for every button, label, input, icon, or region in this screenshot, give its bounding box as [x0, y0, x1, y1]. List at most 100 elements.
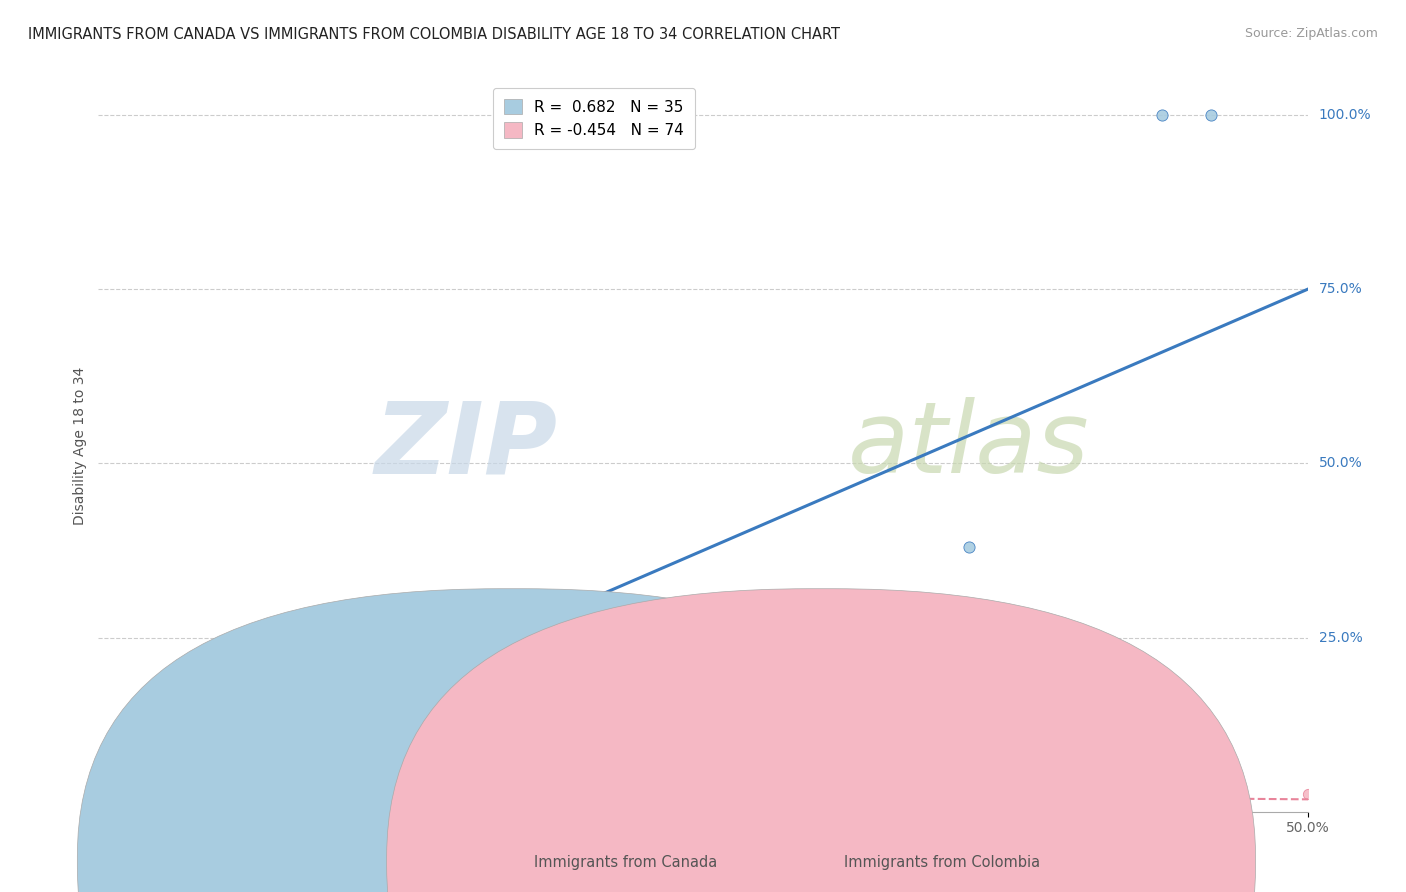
Point	[1199, 784, 1222, 798]
Point	[141, 784, 163, 798]
Point	[389, 780, 412, 795]
Point	[155, 784, 177, 798]
Point	[269, 651, 291, 665]
Point	[194, 777, 217, 791]
Point	[353, 777, 375, 791]
Point	[716, 780, 738, 795]
Point	[1296, 787, 1319, 801]
Text: 50.0%: 50.0%	[1319, 457, 1362, 470]
Point	[221, 669, 243, 683]
Point	[145, 714, 167, 728]
Point	[256, 784, 278, 798]
Point	[94, 784, 117, 798]
Point	[143, 787, 166, 801]
Point	[1199, 108, 1222, 122]
Point	[716, 631, 738, 645]
Point	[245, 777, 267, 791]
Point	[1102, 735, 1125, 749]
Point	[141, 739, 163, 753]
Point	[366, 784, 388, 798]
Point	[607, 616, 630, 631]
Point	[329, 780, 352, 795]
Point	[134, 780, 156, 795]
Point	[292, 777, 315, 791]
Point	[184, 704, 207, 718]
Point	[121, 756, 143, 770]
Point	[201, 787, 224, 801]
Text: 75.0%: 75.0%	[1319, 282, 1362, 296]
Point	[1007, 780, 1029, 795]
Point	[281, 780, 304, 795]
Point	[353, 631, 375, 645]
Point	[547, 624, 569, 638]
Point	[377, 787, 399, 801]
Text: Immigrants from Canada: Immigrants from Canada	[534, 855, 717, 870]
Point	[619, 784, 641, 798]
Point	[292, 655, 315, 669]
Point	[117, 735, 139, 749]
Point	[813, 784, 835, 798]
Text: atlas: atlas	[848, 398, 1090, 494]
Point	[228, 787, 250, 801]
Point	[1393, 780, 1406, 795]
Point	[765, 777, 787, 791]
Point	[212, 777, 235, 791]
Point	[174, 693, 197, 707]
Point	[402, 777, 425, 791]
Point	[157, 787, 180, 801]
Point	[104, 780, 127, 795]
Y-axis label: Disability Age 18 to 34: Disability Age 18 to 34	[73, 367, 87, 525]
Point	[107, 784, 129, 798]
Point	[127, 784, 149, 798]
Point	[813, 624, 835, 638]
Point	[100, 787, 122, 801]
Point	[198, 784, 221, 798]
Text: Immigrants from Colombia: Immigrants from Colombia	[844, 855, 1039, 870]
Point	[1152, 108, 1174, 122]
Point	[957, 540, 980, 554]
Point	[177, 780, 200, 795]
Point	[121, 777, 143, 791]
Point	[172, 787, 194, 801]
Point	[389, 624, 412, 638]
Point	[204, 682, 226, 697]
Point	[155, 721, 177, 735]
Point	[1031, 742, 1053, 756]
Point	[101, 770, 124, 784]
Point	[114, 787, 136, 801]
Point	[269, 787, 291, 801]
Text: IMMIGRANTS FROM CANADA VS IMMIGRANTS FROM COLOMBIA DISABILITY AGE 18 TO 34 CORRE: IMMIGRANTS FROM CANADA VS IMMIGRANTS FRO…	[28, 27, 841, 42]
Point	[165, 777, 187, 791]
Point	[128, 787, 150, 801]
Point	[150, 777, 173, 791]
Point	[184, 784, 207, 798]
Text: Source: ZipAtlas.com: Source: ZipAtlas.com	[1244, 27, 1378, 40]
Point	[97, 790, 120, 805]
Point	[316, 787, 339, 801]
Point	[860, 616, 883, 631]
Point	[305, 784, 328, 798]
Point	[1102, 777, 1125, 791]
Text: 25.0%: 25.0%	[1319, 631, 1362, 645]
Point	[111, 784, 134, 798]
Point	[135, 777, 157, 791]
Point	[169, 784, 191, 798]
Point	[668, 787, 690, 801]
Point	[245, 665, 267, 680]
Point	[131, 742, 153, 756]
Point	[510, 777, 533, 791]
Point	[316, 638, 339, 652]
Point	[135, 746, 157, 760]
Legend: R =  0.682   N = 35, R = -0.454   N = 74: R = 0.682 N = 35, R = -0.454 N = 74	[494, 88, 695, 149]
Point	[118, 780, 141, 795]
Point	[165, 700, 187, 714]
Point	[437, 638, 460, 652]
Point	[910, 787, 932, 801]
Point	[426, 784, 449, 798]
Text: 100.0%: 100.0%	[1319, 108, 1371, 122]
Point	[486, 631, 509, 645]
Point	[162, 780, 184, 795]
Text: ZIP: ZIP	[375, 398, 558, 494]
Point	[187, 787, 209, 801]
Point	[450, 787, 472, 801]
